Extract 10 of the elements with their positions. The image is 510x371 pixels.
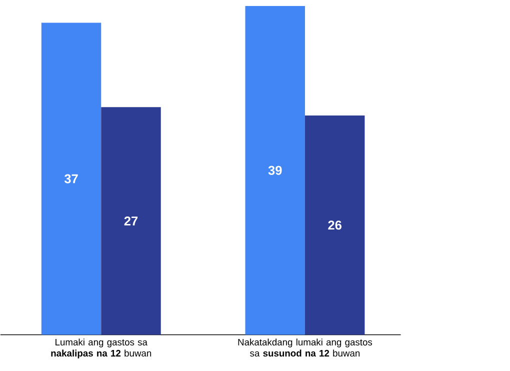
x-tick-label: Lumaki ang gastos sa nakalipas na 12 buwan — [51, 338, 152, 358]
x-tick-label: Nakatakdang lumaki ang gastos sa susunod na 12 buwan — [238, 338, 372, 356]
data-label: 39 — [268, 166, 282, 175]
data-label: 37 — [64, 174, 78, 184]
data-label: 26 — [328, 220, 342, 230]
bar — [304, 115, 365, 335]
bar — [101, 106, 161, 335]
bar — [245, 6, 305, 335]
bar — [41, 22, 102, 335]
data-label: 27 — [124, 216, 138, 226]
